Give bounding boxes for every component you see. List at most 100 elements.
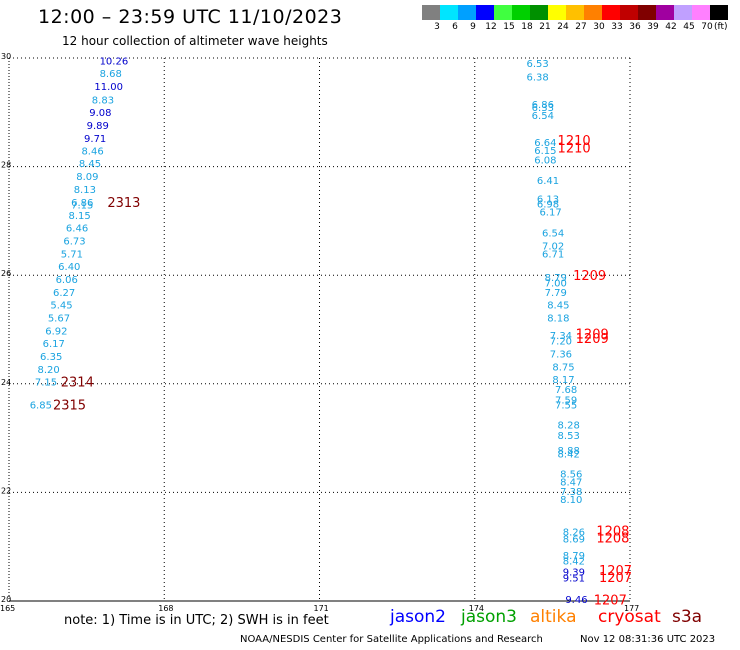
legend-label: 24 xyxy=(557,22,569,32)
wave-height-label: 7.15 xyxy=(71,201,93,212)
wave-height-label: 6.38 xyxy=(527,72,549,83)
wave-height-label: 6.33 xyxy=(532,103,554,114)
satellite-altika-label: altika xyxy=(530,607,577,627)
legend-label: 3 xyxy=(434,22,440,32)
wave-height-label: 6.53 xyxy=(527,59,549,70)
wave-height-label: 8.15 xyxy=(69,211,91,222)
wave-height-label: 8.68 xyxy=(100,69,122,80)
legend-label: 9 xyxy=(470,22,476,32)
wave-height-label: 8.17 xyxy=(552,375,574,386)
pass-time-label: 2314 xyxy=(61,376,94,391)
wave-height-label: 8.75 xyxy=(552,362,574,373)
wave-height-label: 9.46 xyxy=(565,595,587,606)
wave-height-label: 6.35 xyxy=(40,352,62,363)
legend-label: 70 xyxy=(701,22,713,32)
pass-time-label: 2313 xyxy=(107,196,140,211)
legend-unit: (ft) xyxy=(714,22,728,32)
wave-height-label: 5.71 xyxy=(61,249,83,260)
wave-height-label: 6.98 xyxy=(537,200,559,211)
wave-height-label: 8.47 xyxy=(560,478,582,489)
wave-height-label: 8.83 xyxy=(92,95,114,106)
pass-time-label: 1207 xyxy=(599,571,632,586)
wave-height-label: 8.45 xyxy=(547,301,569,312)
legend-swatch xyxy=(422,5,440,20)
x-tick-label: 168 xyxy=(158,604,173,613)
wave-height-label: 7.36 xyxy=(550,349,572,360)
legend-label: 27 xyxy=(575,22,587,32)
wave-height-label: 6.40 xyxy=(58,262,80,273)
pass-time-label: 1210 xyxy=(558,134,591,149)
legend-swatch xyxy=(458,5,476,20)
legend-swatch xyxy=(602,5,620,20)
footnote: note: 1) Time is in UTC; 2) SWH is in fe… xyxy=(64,613,329,628)
wave-height-label: 8.69 xyxy=(563,535,585,546)
wave-height-label: 8.28 xyxy=(558,421,580,432)
x-tick-label: 171 xyxy=(314,604,329,613)
wave-height-label: 8.20 xyxy=(37,365,59,376)
legend-label: 21 xyxy=(539,22,551,32)
wave-height-label: 6.06 xyxy=(56,275,78,286)
legend-swatch xyxy=(620,5,638,20)
wave-height-label: 9.39 xyxy=(563,568,585,579)
wave-height-label: 6.41 xyxy=(537,176,559,187)
wave-height-label: 6.71 xyxy=(542,249,564,260)
pass-time-label: 1209 xyxy=(576,327,609,342)
pass-time-label: 1209 xyxy=(573,269,606,284)
legend-label: 12 xyxy=(485,22,497,32)
wave-height-label: 5.45 xyxy=(50,301,72,312)
wave-height-label: 6.73 xyxy=(63,236,85,247)
grid-layer xyxy=(8,57,631,602)
pass-time-label: 1207 xyxy=(599,564,632,579)
wave-height-label: 8.26 xyxy=(563,527,585,538)
data-labels-layer: 10.268.68 11.00 8.83 9.08 9.89 9.718.46 8.45 8.… xyxy=(30,57,632,609)
legend-swatch xyxy=(692,5,710,20)
footer-timestamp: Nov 12 08:31:36 UTC 2023 xyxy=(580,634,716,645)
wave-height-label: 6.64 xyxy=(534,138,556,149)
wave-height-label: 7.34 xyxy=(550,331,572,342)
wave-height-label: 6.54 xyxy=(532,111,554,122)
satellite-cryosat-label: cryosat xyxy=(598,607,661,627)
wave-height-label: 9.89 xyxy=(87,121,109,132)
wave-height-label: 8.79 xyxy=(545,273,567,284)
legend-swatch xyxy=(476,5,494,20)
wave-height-label: 8.10 xyxy=(560,495,582,506)
satellite-jason2-label: jason2 xyxy=(390,607,446,627)
wave-height-label: 7.20 xyxy=(550,336,572,347)
axis-ticks-layer: 165 168 171 174 177 20 22 24 26 28 30 xyxy=(0,52,639,613)
wave-height-label: 8.09 xyxy=(76,172,98,183)
x-tick-label: 174 xyxy=(469,604,484,613)
legend-label: 15 xyxy=(503,22,515,32)
wave-height-label: 7.02 xyxy=(542,241,564,252)
legend-label: 6 xyxy=(452,22,458,32)
wave-height-label: 8.46 xyxy=(81,146,103,157)
satellite-jason3-label: jason3 xyxy=(461,607,517,627)
legend-label: 33 xyxy=(611,22,623,32)
wave-height-label: 8.79 xyxy=(563,551,585,562)
wave-height-label: 6.27 xyxy=(53,288,75,299)
legend-label: 36 xyxy=(629,22,641,32)
legend-label: 18 xyxy=(521,22,533,32)
legend-swatch xyxy=(710,5,728,20)
x-tick-label: 177 xyxy=(624,604,639,613)
footer-credit: NOAA/NESDIS Center for Satellite Applica… xyxy=(240,634,543,645)
y-tick-label: 30 xyxy=(1,52,11,61)
y-tick-label: 28 xyxy=(1,161,11,170)
page-subtitle: 12 hour collection of altimeter wave hei… xyxy=(62,34,328,48)
wave-height-label: 7.79 xyxy=(545,288,567,299)
legend-swatch xyxy=(638,5,656,20)
wave-height-label: 8.88 xyxy=(558,446,580,457)
y-tick-label: 20 xyxy=(1,595,11,604)
wave-height-label: 8.18 xyxy=(547,314,569,325)
wave-height-label: 8.42 xyxy=(558,449,580,460)
wave-height-label: 6.85 xyxy=(30,400,52,411)
legend-swatch xyxy=(674,5,692,20)
pass-time-label: 1210 xyxy=(558,142,591,157)
legend-label: 45 xyxy=(683,22,695,32)
x-tick-label: 165 xyxy=(0,604,15,613)
legend-swatch xyxy=(566,5,584,20)
wave-height-label: 7.15 xyxy=(35,378,57,389)
y-tick-label: 22 xyxy=(1,486,11,495)
wave-height-label: 7.55 xyxy=(555,400,577,411)
wave-height-label: 6.17 xyxy=(43,339,65,350)
